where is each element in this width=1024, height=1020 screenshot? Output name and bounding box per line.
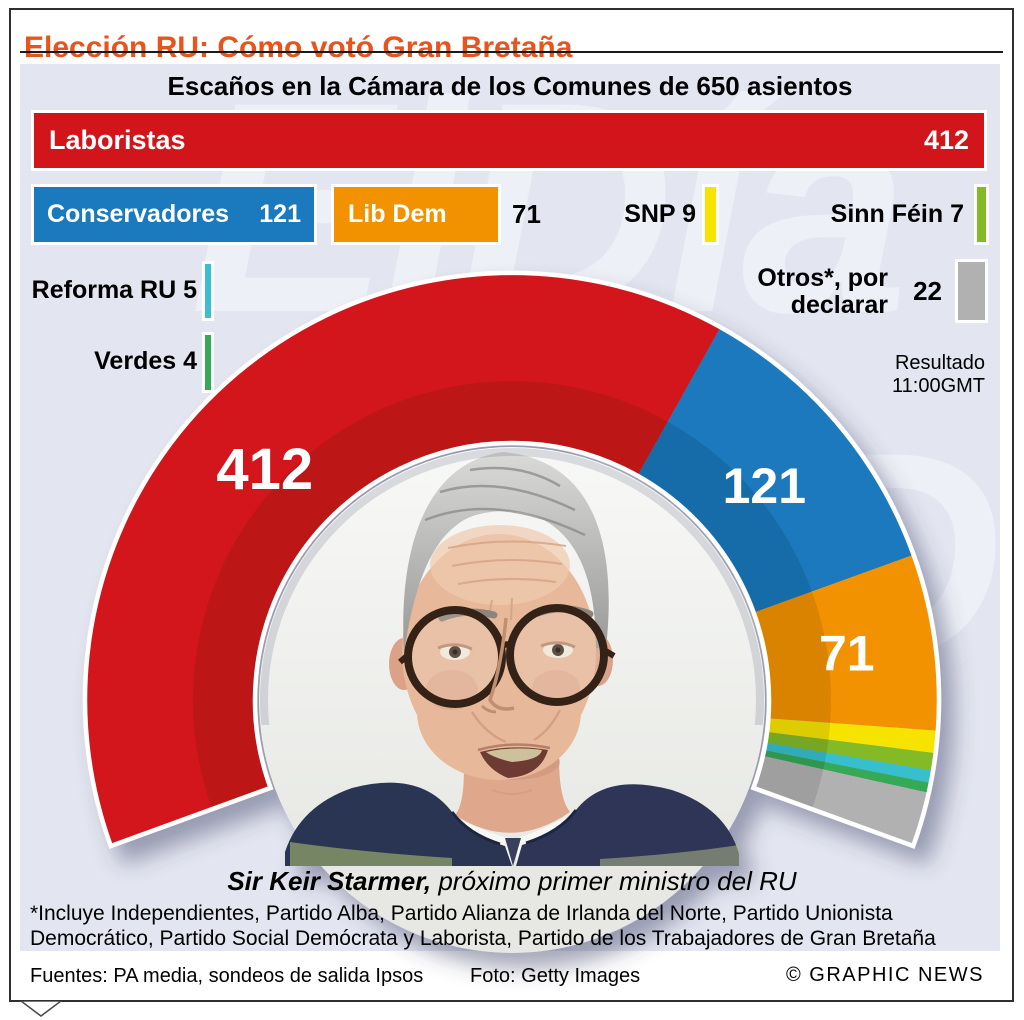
legend-verdes-label: Verdes 4 — [94, 347, 197, 375]
bar-otros — [958, 262, 985, 320]
bar-libdem: Lib Dem — [334, 187, 498, 242]
legend-otros-value: 22 — [913, 275, 942, 306]
photo-credit: Foto: Getty Images — [470, 965, 641, 987]
bottom-notch — [20, 1001, 63, 1017]
sources-credit: Fuentes: PA media, sondeos de salida Ips… — [30, 965, 424, 987]
photo-caption: Sir Keir Starmer, próximo primer ministr… — [0, 866, 1024, 897]
bar-sinnfein — [977, 187, 986, 242]
title-divider — [20, 51, 1003, 53]
result-note-line2: 11:00GMT — [892, 375, 985, 397]
bar-laboristas-label: Laboristas — [49, 125, 186, 155]
footnote-line2: Democrático, Partido Social Demócrata y … — [30, 927, 936, 950]
caption-name: Sir Keir Starmer, — [227, 866, 432, 896]
legend-snp-label: SNP 9 — [624, 200, 696, 228]
caption-rest: próximo primer ministro del RU — [431, 866, 797, 896]
bar-libdem-value: 71 — [512, 199, 541, 229]
legend-sinnfein-label: Sinn Féin 7 — [830, 200, 964, 228]
chart-title: Escaños en la Cámara de los Comunes de 6… — [167, 71, 853, 101]
copyright: © GRAPHIC NEWS — [786, 964, 984, 986]
legend-otros-line2: declarar — [790, 291, 888, 319]
footnote: *Incluye Independientes, Partido Alba, P… — [30, 901, 988, 951]
legend-otros-label: Otros*, por declarar — [757, 265, 888, 319]
bar-libdem-label: Lib Dem — [348, 200, 447, 228]
result-time-note: Resultado 11:00GMT — [892, 352, 985, 398]
legend-otros-line1: Otros*, por — [757, 264, 888, 292]
bar-snp — [705, 187, 716, 242]
watermark-text: ElDía — [520, 389, 1000, 725]
bar-conservadores-value: 121 — [259, 200, 301, 228]
bar-verdes — [205, 335, 211, 390]
bar-laboristas: Laboristas 412 — [34, 113, 984, 168]
bar-conservadores-label: Conservadores — [47, 200, 230, 228]
result-note-line1: Resultado — [894, 352, 985, 374]
footnote-line1: *Incluye Independientes, Partido Alba, P… — [30, 902, 893, 925]
bar-reforma — [205, 264, 211, 318]
bar-conservadores: Conservadores 121 — [34, 187, 314, 242]
legend-reforma-label: Reforma RU 5 — [31, 275, 197, 304]
bar-laboristas-value: 412 — [923, 125, 969, 155]
page-title: Elección RU: Cómo votó Gran Bretaña — [24, 31, 573, 65]
